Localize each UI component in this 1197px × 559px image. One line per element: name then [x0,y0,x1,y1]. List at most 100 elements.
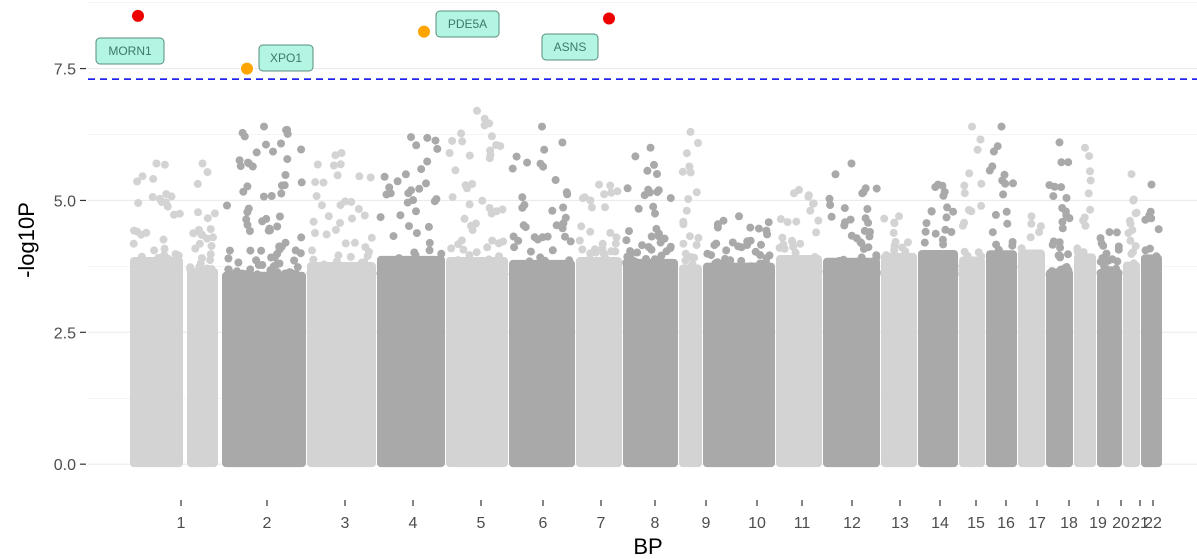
dense-points [1141,254,1162,468]
snp-point [845,264,854,273]
snp-point [856,270,865,279]
snp-point [977,265,986,274]
snp-point [600,262,609,271]
snp-point [970,269,979,278]
snp-point [341,197,350,206]
snp-point [454,256,463,265]
snp-point [633,270,642,278]
snp-point [737,256,746,265]
snp-point [405,222,413,231]
snp-point [536,253,545,262]
snp-point [667,270,676,279]
snp-point [941,225,950,234]
snp-point [960,181,969,190]
snp-point [337,149,346,157]
snp-point [880,270,889,279]
snp-point [281,238,290,247]
snp-point [412,141,421,150]
snp-point [743,241,752,249]
snp-point [297,233,306,242]
gene-label-box [95,37,165,65]
x-tick-label: 16 [997,515,1015,532]
snp-point [548,270,557,279]
snp-point [465,251,474,260]
x-tick-label: 5 [477,515,486,532]
snp-point [893,269,902,278]
snp-point [194,208,202,217]
snp-point [890,219,899,228]
dense-points [130,257,183,468]
snp-point [650,255,659,264]
snp-point [360,211,369,220]
snp-point [448,136,457,145]
snp-point [783,218,792,227]
dense-points [1097,272,1122,468]
snp-point [825,194,834,203]
snp-point [958,221,967,230]
snp-point [939,240,948,249]
snp-point [270,253,279,262]
snp-point [207,242,216,250]
snp-point [792,217,801,226]
chromosome-14-points [918,180,959,468]
snp-point [831,170,840,179]
snp-point [324,212,333,221]
snp-point [870,265,879,274]
chromosome-20-points [1096,228,1123,468]
snp-point [171,250,180,259]
snp-point [273,268,282,277]
snp-point [654,232,663,241]
snp-point [686,168,695,177]
x-tick-label: 11 [794,515,811,532]
snp-point [890,241,899,250]
snp-point [1151,258,1160,267]
snp-point [410,248,419,257]
snp-point [281,171,290,179]
snp-point [927,207,936,216]
snp-point [494,239,503,248]
snp-point [857,253,866,262]
snp-point [1064,250,1072,259]
snp-point [380,172,389,181]
snp-point [713,258,722,267]
snp-point [465,200,474,209]
snp-point [826,201,835,209]
snp-point [347,197,356,206]
snp-point [704,270,713,279]
snp-point [1062,194,1071,202]
snp-point [451,166,460,175]
snp-point [880,214,889,223]
snp-point [949,207,958,216]
snp-point [430,197,439,206]
snp-point [160,269,169,278]
snp-point [606,181,615,190]
snp-point [210,209,219,218]
snp-point [358,269,367,278]
snp-point [559,203,568,212]
snp-point [186,263,195,272]
gene-label-text: XPO1 [270,51,302,65]
snp-point [154,253,163,262]
y-tick-label: 5.0 [54,193,76,210]
snp-point [960,189,969,198]
gene-label-text: ASNS [554,40,587,54]
snp-point [666,244,675,253]
snp-point [193,179,202,188]
snp-point [149,174,158,183]
snp-point [565,256,574,265]
chromosome-6-points [508,122,575,468]
snp-point [564,263,573,272]
snp-point [283,129,292,138]
snp-point [1099,241,1108,250]
snp-point [536,159,545,168]
snp-point [882,251,891,260]
snp-point [1049,192,1058,201]
snp-point [903,238,912,247]
snp-point [976,135,985,144]
snp-point [129,239,138,248]
gene-label-pde5a: PDE5A [435,10,500,38]
snp-point [269,147,277,156]
snp-point [431,136,440,145]
snp-point [523,158,532,167]
highlighted-point-xpo1 [241,62,253,75]
